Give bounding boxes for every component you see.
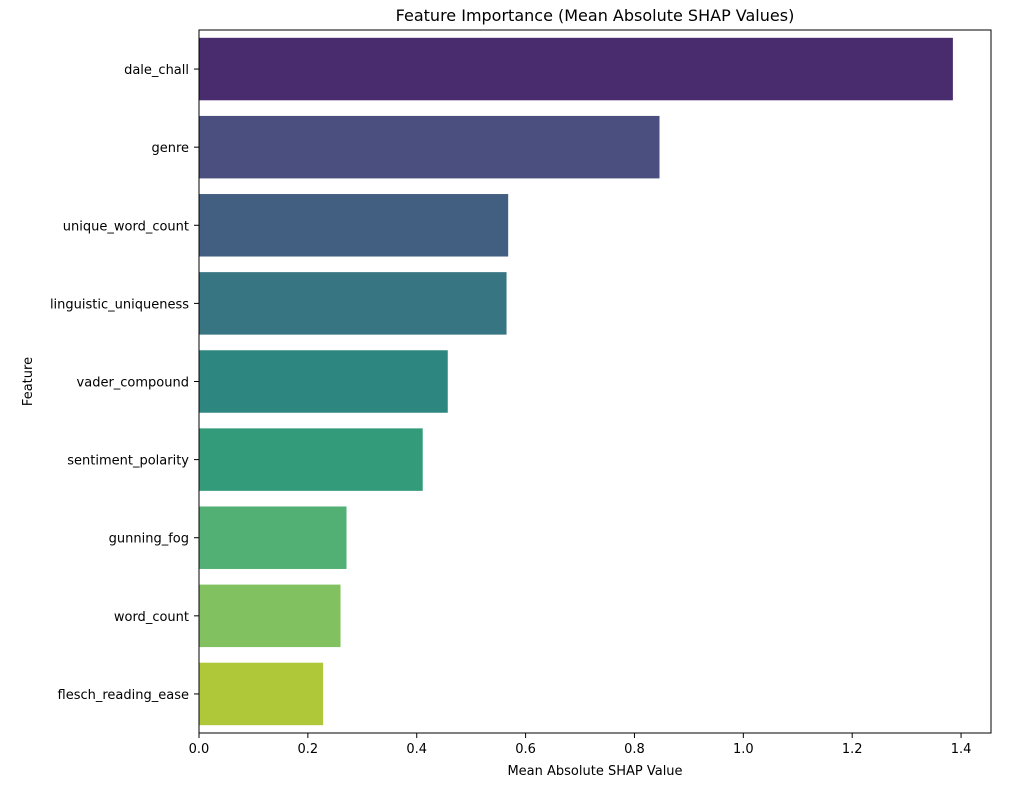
x-tick-label: 1.0	[733, 742, 754, 757]
bar-unique-word-count	[199, 194, 509, 257]
x-tick-label: 0.4	[406, 742, 427, 757]
bar-sentiment-polarity	[199, 428, 423, 491]
x-tick-label: 0.8	[624, 742, 645, 757]
bars-layer	[199, 37, 953, 726]
y-tick-label: gunning_fog	[109, 532, 189, 547]
y-tick-label: word_count	[114, 610, 189, 625]
y-tick-label: flesch_reading_ease	[58, 688, 189, 703]
x-axis-label: Mean Absolute SHAP Value	[507, 764, 682, 779]
x-tick-label: 1.2	[842, 742, 863, 757]
y-tick-label: sentiment_polarity	[67, 454, 189, 469]
y-tick-label: unique_word_count	[63, 219, 189, 234]
x-tick-label: 0.6	[515, 742, 536, 757]
bar-dale-chall	[199, 37, 953, 101]
y-tick-label: linguistic_uniqueness	[50, 297, 189, 312]
bar-genre	[199, 115, 660, 179]
chart-title: Feature Importance (Mean Absolute SHAP V…	[396, 6, 795, 25]
bar-word-count	[199, 584, 341, 648]
y-tick-label: genre	[151, 141, 189, 156]
x-tick-label: 0.2	[298, 742, 319, 757]
bar-flesch-reading-ease	[199, 662, 324, 726]
x-ticks: 0.0 0.2 0.4 0.6 0.8 1.0 1.2 1.4	[189, 733, 972, 757]
bar-vader-compound	[199, 350, 448, 413]
x-tick-label: 0.0	[189, 742, 210, 757]
y-tick-label: vader_compound	[77, 376, 189, 391]
y-axis-label: Feature	[21, 357, 36, 406]
x-tick-label: 1.4	[951, 742, 972, 757]
y-tick-label: dale_chall	[124, 63, 189, 78]
bar-linguistic-uniqueness	[199, 272, 507, 335]
bar-gunning-fog	[199, 506, 347, 569]
